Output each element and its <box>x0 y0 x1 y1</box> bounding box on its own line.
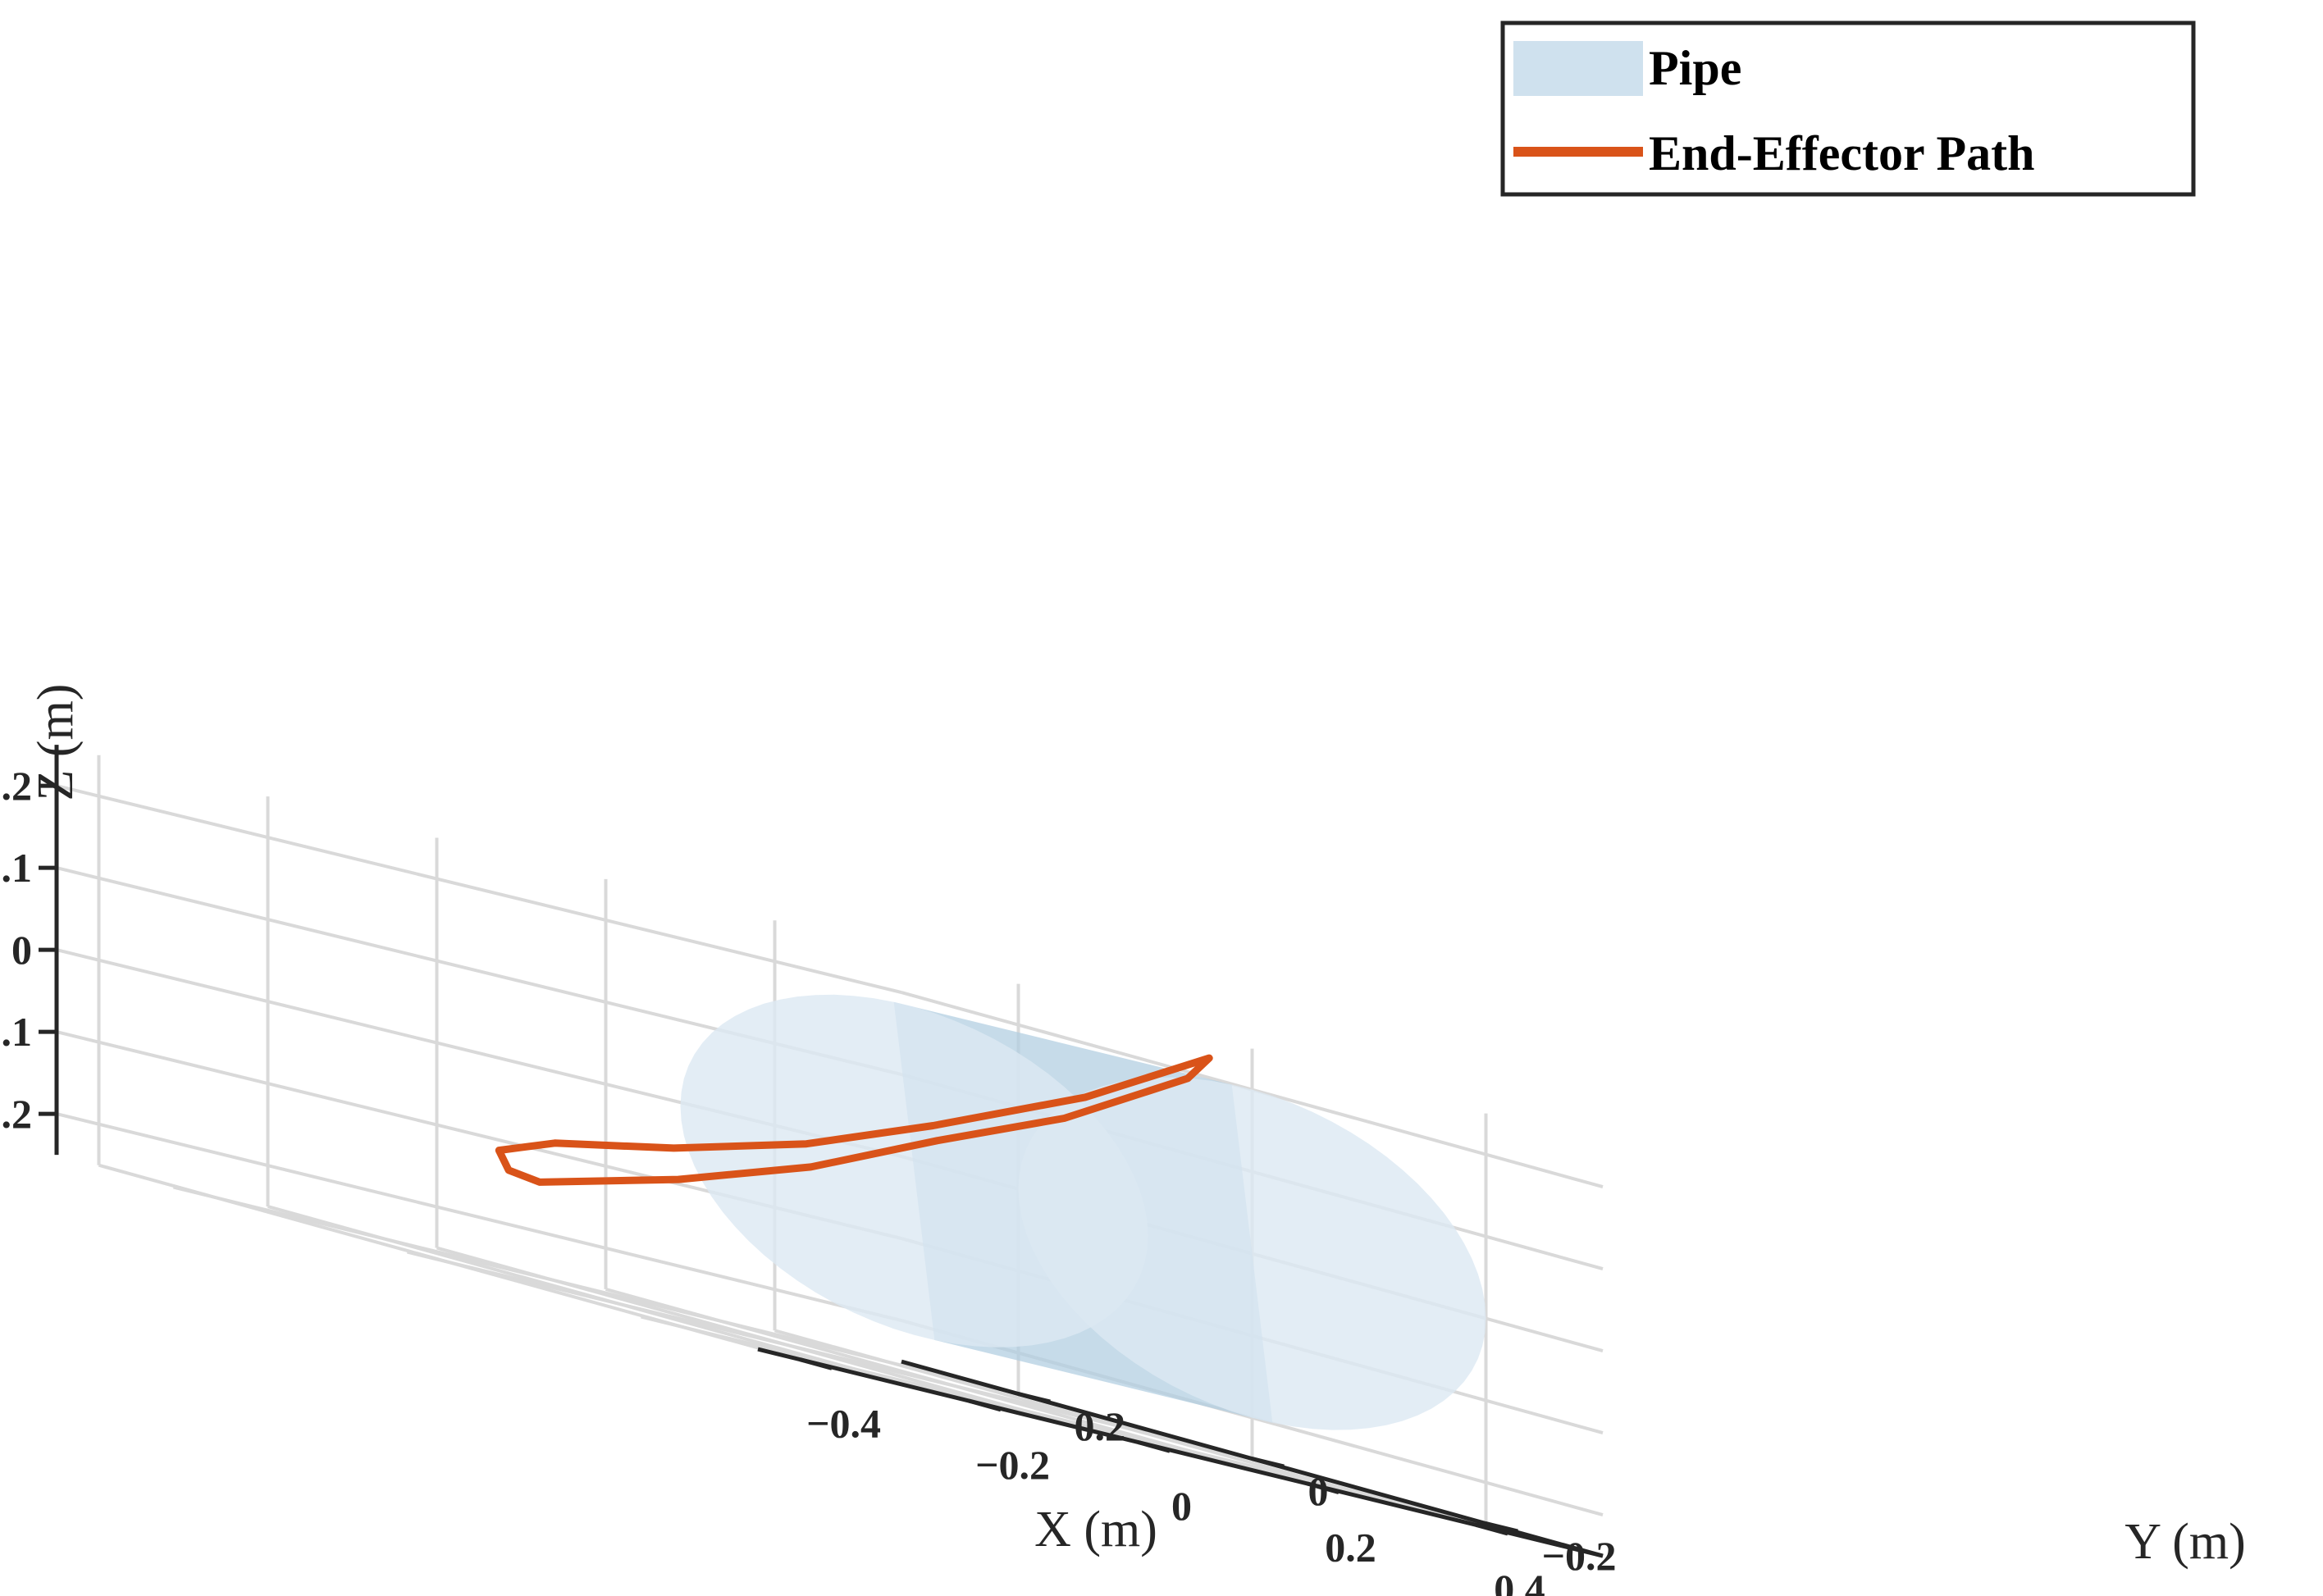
pipe-surface <box>680 994 1486 1430</box>
z-tick-label: 0.1 <box>0 845 32 891</box>
x-tick-label: 0.2 <box>1325 1525 1376 1571</box>
end-effector-path <box>495 1054 1213 1186</box>
y-axis-title: Y (m) <box>2124 1514 2246 1570</box>
grid-line-floor-x <box>267 1205 970 1403</box>
x-axis-title: X (m) <box>1034 1502 1157 1557</box>
legend-pipe-label: Pipe <box>1649 41 1741 95</box>
pipe-end-cap-near <box>680 994 1148 1347</box>
x-tick-label: −0.2 <box>975 1442 1050 1488</box>
grid-line-side-z <box>56 1112 902 1323</box>
z-tick-label: −0.1 <box>0 1009 32 1055</box>
axes <box>39 745 1604 1558</box>
legend: Pipe End-Effector Path <box>1500 21 2196 197</box>
z-tick-label: 0 <box>11 927 32 973</box>
legend-pipe-swatch <box>1513 41 1643 96</box>
z-tick-label: −0.2 <box>0 1091 32 1137</box>
y-tick-label: −0.2 <box>1541 1533 1616 1579</box>
grid-line-floor-x <box>605 1287 1308 1485</box>
x-tick-label: 0 <box>1171 1483 1192 1529</box>
end-effector-path-line <box>495 1054 1213 1186</box>
tick-labels: −0.2−0.100.10.2−0.4−0.200.20.4−0.200.2 <box>0 763 1616 1596</box>
z-tick-label: 0.2 <box>0 763 32 809</box>
x-tick <box>1137 1440 1171 1453</box>
x-tick <box>1306 1481 1339 1494</box>
x-tick <box>1475 1522 1508 1536</box>
y-tick-label: 0 <box>1308 1468 1328 1514</box>
x-tick <box>968 1398 1002 1412</box>
grid-line-floor-x <box>436 1246 1139 1444</box>
y-tick <box>1485 1521 1518 1534</box>
legend-path-label: End-Effector Path <box>1649 126 2035 180</box>
x-tick <box>799 1357 833 1370</box>
x-tick-label: 0.4 <box>1494 1566 1545 1596</box>
y-tick <box>1017 1392 1051 1404</box>
grid-line-floor-x <box>774 1329 1477 1527</box>
y-tick-label: 0.2 <box>1074 1403 1125 1449</box>
grid-line-side-z <box>56 784 902 995</box>
x-tick-label: −0.4 <box>806 1400 881 1446</box>
z-axis-title: Z (m) <box>28 684 84 801</box>
y-tick <box>1251 1457 1285 1469</box>
pipe-end-cap-far <box>1018 1077 1486 1430</box>
grid-line-floor-x <box>98 1163 801 1361</box>
x-axis-line <box>757 1347 1604 1558</box>
